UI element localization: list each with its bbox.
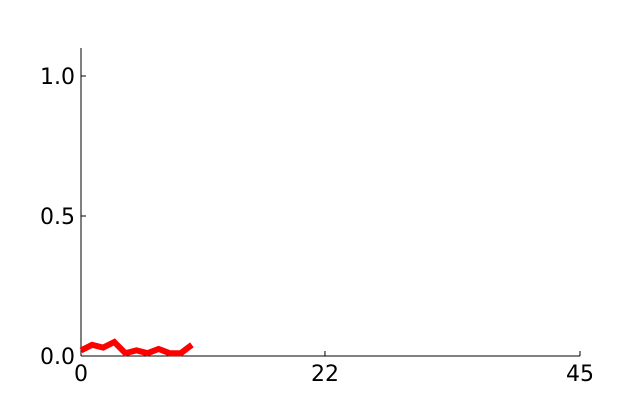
ticks: 0.0 0.5 1.0 0 22 45 [40,65,594,387]
axes [80,48,580,357]
y-tick-label: 0.0 [40,345,75,370]
y-tick-label: 0.5 [40,205,75,230]
x-tick-label: 45 [566,362,594,387]
series-line [79,338,194,357]
x-tick-label: 22 [311,362,339,387]
x-tick-label: 0 [74,362,88,387]
series-layer [79,338,194,357]
y-tick-label: 1.0 [40,65,75,90]
